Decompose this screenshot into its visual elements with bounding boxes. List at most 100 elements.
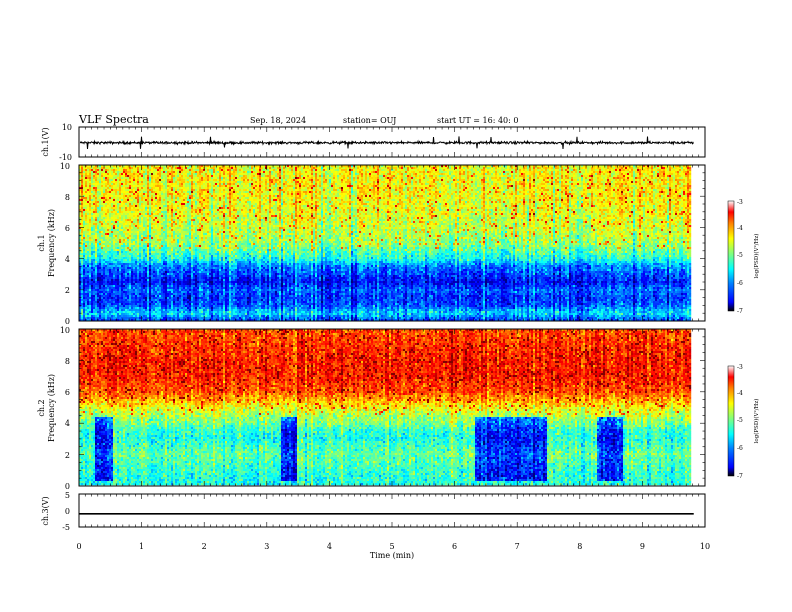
spectrogram-cell bbox=[99, 225, 102, 228]
spectrogram-cell bbox=[205, 211, 208, 214]
spectrogram-cell bbox=[185, 271, 188, 274]
spectrogram-cell bbox=[189, 261, 192, 264]
spectrogram-cell bbox=[181, 249, 184, 252]
spectrogram-cell bbox=[93, 311, 96, 314]
spectrogram-cell bbox=[87, 193, 90, 196]
spectrogram-cell bbox=[189, 167, 192, 170]
spectrogram-cell bbox=[109, 223, 112, 226]
spectrogram-cell bbox=[103, 227, 106, 230]
spectrogram-cell bbox=[141, 175, 144, 178]
spectrogram-cell bbox=[175, 281, 178, 284]
spectrogram-cell bbox=[101, 311, 104, 314]
spectrogram-cell bbox=[99, 299, 102, 302]
spectrogram-cell bbox=[189, 231, 192, 234]
spectrogram-cell bbox=[121, 179, 124, 182]
spectrogram-cell bbox=[83, 259, 86, 262]
spectrogram-cell bbox=[133, 261, 136, 264]
spectrogram-cell bbox=[163, 303, 166, 306]
spectrogram-cell bbox=[129, 229, 132, 232]
spectrogram-cell bbox=[141, 319, 144, 322]
spectrogram-cell bbox=[161, 207, 164, 210]
spectrogram-cell bbox=[149, 269, 152, 272]
spectrogram-cell bbox=[111, 191, 114, 194]
spectrogram-cell bbox=[171, 187, 174, 190]
spectrogram-cell bbox=[183, 183, 186, 186]
spectrogram-cell bbox=[85, 287, 88, 290]
spectrogram-cell bbox=[169, 253, 172, 256]
spectrogram-cell bbox=[199, 209, 202, 212]
spectrogram-cell bbox=[127, 175, 130, 178]
spectrogram-cell bbox=[87, 235, 90, 238]
spectrogram-cell bbox=[149, 245, 152, 248]
spectrogram-cell bbox=[171, 315, 174, 318]
spectrogram-cell bbox=[119, 221, 122, 224]
spectrogram-cell bbox=[171, 263, 174, 266]
spectrogram-cell bbox=[125, 319, 128, 322]
spectrogram-cell bbox=[99, 303, 102, 306]
spectrogram-cell bbox=[95, 299, 98, 302]
spectrogram-cell bbox=[159, 269, 162, 272]
spectrogram-cell bbox=[193, 219, 196, 222]
spectrogram-cell bbox=[95, 231, 98, 234]
spectrogram-cell bbox=[157, 295, 160, 298]
spectrogram-cell bbox=[155, 191, 158, 194]
spectrogram-cell bbox=[79, 173, 82, 176]
spectrogram-cell bbox=[115, 279, 118, 282]
spectrogram-cell bbox=[137, 291, 140, 294]
spectrogram-cell bbox=[161, 171, 164, 174]
spectrogram-cell bbox=[179, 195, 182, 198]
spectrogram-cell bbox=[177, 219, 180, 222]
spectrogram-cell bbox=[109, 201, 112, 204]
spectrogram-cell bbox=[81, 253, 84, 256]
spectrogram-cell bbox=[159, 205, 162, 208]
spectrogram-cell bbox=[173, 183, 176, 186]
spectrogram-cell bbox=[205, 197, 208, 200]
spectrogram-cell bbox=[113, 181, 116, 184]
spectrogram-cell bbox=[127, 259, 130, 262]
spectrogram-cell bbox=[203, 241, 206, 244]
spectrogram-cell bbox=[79, 279, 82, 282]
spectrogram-cell bbox=[179, 293, 182, 296]
spectrogram-cell bbox=[103, 241, 106, 244]
spectrogram-cell bbox=[199, 205, 202, 208]
spectrogram-cell bbox=[109, 279, 112, 282]
spectrogram-cell bbox=[113, 263, 116, 266]
spectrogram-cell bbox=[147, 191, 150, 194]
spectrogram-cell bbox=[167, 243, 170, 246]
spectrogram-cell bbox=[199, 303, 202, 306]
spectrogram-cell bbox=[79, 275, 82, 278]
spectrogram-cell bbox=[127, 211, 130, 214]
spectrogram-cell bbox=[123, 171, 126, 174]
spectrogram-cell bbox=[191, 235, 194, 238]
spectrogram-cell bbox=[161, 235, 164, 238]
spectrogram-cell bbox=[169, 237, 172, 240]
spectrogram-cell bbox=[91, 169, 94, 172]
spectrogram-cell bbox=[159, 311, 162, 314]
spectrogram-cell bbox=[125, 309, 128, 312]
spectrogram-cell bbox=[95, 313, 98, 316]
spectrogram-cell bbox=[169, 311, 172, 314]
spectrogram-cell bbox=[183, 271, 186, 274]
spectrogram-cell bbox=[197, 243, 200, 246]
spectrogram-cell bbox=[117, 315, 120, 318]
spectrogram-cell bbox=[89, 183, 92, 186]
spectrogram-cell bbox=[115, 273, 118, 276]
spectrogram-cell bbox=[101, 195, 104, 198]
spectrogram-cell bbox=[187, 319, 190, 322]
spectrogram-cell bbox=[131, 175, 134, 178]
spectrogram-cell bbox=[165, 187, 168, 190]
spectrogram-cell bbox=[151, 173, 154, 176]
spectrogram-cell bbox=[121, 229, 124, 232]
spectrogram-cell bbox=[139, 179, 142, 182]
spectrogram-cell bbox=[175, 239, 178, 242]
spectrogram-cell bbox=[137, 227, 140, 230]
spectrogram-cell bbox=[163, 197, 166, 200]
spectrogram-cell bbox=[181, 223, 184, 226]
spectrogram-cell bbox=[151, 265, 154, 268]
spectrogram-cell bbox=[91, 177, 94, 180]
spectrogram-cell bbox=[93, 227, 96, 230]
spectrogram-cell bbox=[147, 249, 150, 252]
spectrogram-cell bbox=[175, 241, 178, 244]
spectrogram-cell bbox=[123, 189, 126, 192]
spectrogram-cell bbox=[177, 299, 180, 302]
